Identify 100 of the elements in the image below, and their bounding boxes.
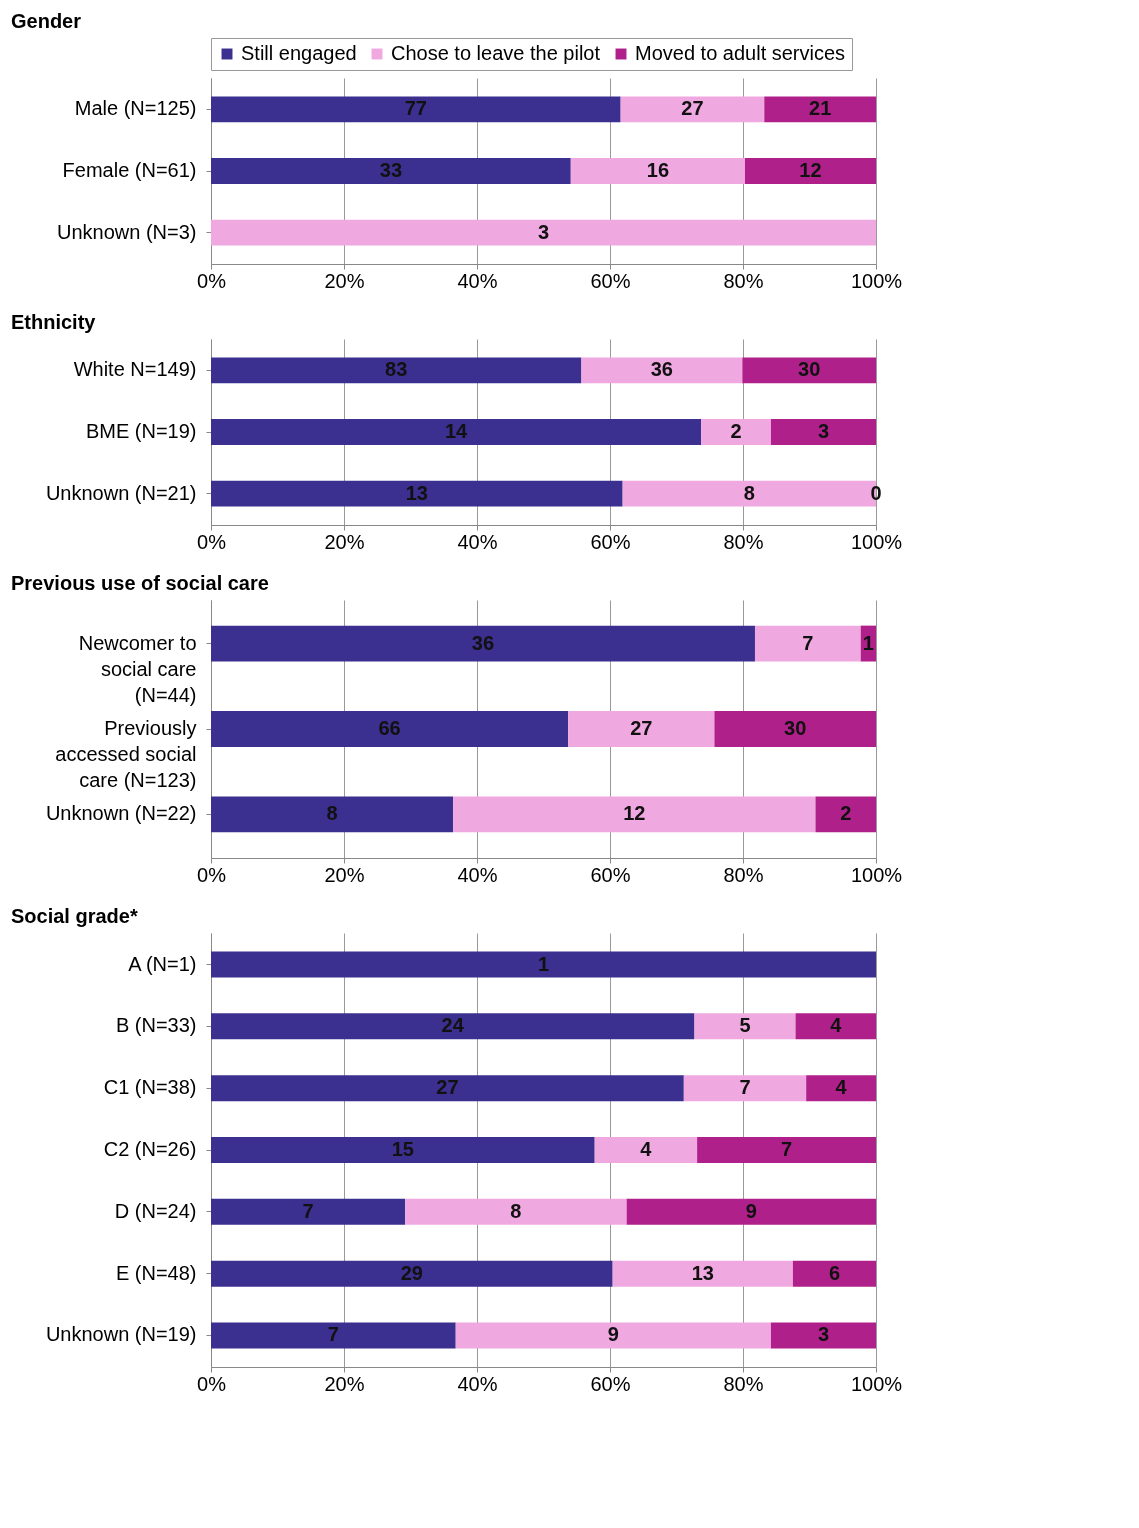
legend-label: Chose to leave the pilot	[391, 42, 601, 64]
bar	[211, 480, 623, 507]
annotation: 7	[739, 1076, 751, 1099]
legend-label: Moved to adult services	[635, 42, 846, 64]
bar	[694, 1013, 796, 1040]
bar	[806, 1075, 876, 1102]
y-tick-label: A (N=1)	[128, 952, 197, 975]
bar	[405, 1198, 627, 1225]
x-tick-label: 100%	[850, 530, 903, 553]
x-tick-label: 0%	[197, 863, 227, 886]
annotation: 83	[385, 358, 408, 381]
annotation: 15	[391, 1138, 414, 1160]
bar	[211, 796, 454, 833]
bar	[815, 796, 876, 833]
annotation: 14	[444, 420, 469, 442]
x-tick-label: 100%	[850, 863, 903, 886]
bar	[211, 1260, 613, 1287]
bar	[683, 1075, 807, 1102]
annotation: 16	[646, 159, 670, 181]
bar	[211, 96, 621, 123]
x-tick-label: 80%	[723, 530, 764, 553]
y-tick-label: BME (N=19)	[85, 420, 197, 442]
bar	[211, 951, 876, 978]
bar	[455, 1322, 771, 1349]
annotation: 36	[471, 631, 495, 654]
x-tick-label: 60%	[590, 863, 631, 886]
bar	[568, 711, 715, 747]
bar	[792, 1260, 876, 1287]
bar	[764, 96, 876, 123]
annotation: 7	[302, 1199, 314, 1222]
x-tick-label: 0%	[197, 1372, 227, 1395]
annotation: 29	[400, 1261, 423, 1284]
chart-title: Previous use of social care	[11, 572, 269, 594]
annotation: 7	[802, 631, 814, 654]
x-tick-label: 0%	[197, 269, 227, 292]
x-tick-label: 20%	[324, 1372, 365, 1395]
y-tick-label: B (N=33)	[115, 1014, 197, 1037]
annotation: 8	[326, 802, 338, 825]
x-tick-label: 20%	[324, 863, 365, 886]
y-tick-label: Newcomer to social care (N=44)	[78, 631, 197, 706]
bar	[594, 1137, 698, 1163]
bar	[570, 158, 745, 184]
annotation: 1	[537, 952, 550, 975]
annotation: 3	[817, 1323, 830, 1346]
y-tick-label: White N=149)	[73, 358, 197, 381]
y-tick-label: Unknown (N=3)	[56, 220, 197, 243]
y-tick-label: Unknown (N=21)	[45, 481, 197, 504]
annotation: 3	[817, 420, 830, 442]
bar	[211, 625, 755, 662]
annotation: 3	[537, 220, 550, 243]
x-tick-label: 100%	[850, 1372, 903, 1395]
y-tick-label: Unknown (N=22)	[45, 802, 197, 825]
y-tick-label: Unknown (N=19)	[45, 1323, 197, 1346]
x-tick-label: 40%	[457, 1372, 498, 1395]
bar	[745, 158, 876, 184]
annotation: 27	[681, 97, 704, 120]
x-tick-label: 80%	[723, 863, 764, 886]
x-tick-label: 80%	[723, 1372, 764, 1395]
bar	[714, 711, 876, 747]
annotation: 30	[798, 358, 821, 381]
annotation: 13	[405, 481, 428, 504]
annotation: 12	[799, 159, 822, 181]
annotation: 4	[830, 1014, 843, 1037]
bar	[770, 419, 876, 445]
y-tick-label: E (N=48)	[115, 1261, 197, 1284]
annotation: 4	[640, 1138, 653, 1160]
annotation: 36	[650, 358, 673, 381]
y-tick-label: Male (N=125)	[74, 97, 197, 120]
chart-title: Social grade*	[11, 905, 138, 927]
annotation: 1	[862, 631, 874, 654]
bar	[211, 357, 582, 384]
bar	[453, 796, 816, 833]
bar	[742, 357, 876, 384]
y-tick-label: Female (N=61)	[62, 159, 197, 181]
annotation: 2	[730, 420, 742, 442]
x-tick-label: 60%	[590, 269, 631, 292]
annotation: 21	[809, 97, 832, 120]
chart-title: Ethnicity	[11, 311, 97, 333]
annotation: 27	[630, 717, 653, 739]
bar	[697, 1137, 876, 1163]
bar	[754, 625, 861, 662]
bar	[626, 1198, 876, 1225]
bar	[620, 96, 765, 123]
annotation: 8	[743, 481, 755, 504]
x-tick-label: 80%	[723, 269, 764, 292]
y-tick-label: C2 (N=26)	[103, 1138, 197, 1160]
y-tick-label: C1 (N=38)	[103, 1076, 197, 1099]
legend-label: Still engaged	[241, 42, 357, 64]
annotation: 7	[780, 1138, 793, 1160]
x-tick-label: 60%	[590, 530, 631, 553]
x-tick-label: 20%	[324, 530, 365, 553]
bar	[211, 1137, 595, 1163]
bar	[211, 1013, 695, 1040]
x-tick-label: 100%	[850, 269, 903, 292]
annotation: 66	[378, 717, 401, 739]
annotation: 27	[436, 1076, 459, 1099]
annotation: 9	[607, 1323, 619, 1346]
x-tick-label: 60%	[590, 1372, 631, 1395]
annotation: 30	[784, 717, 807, 739]
annotation: 77	[404, 97, 427, 120]
